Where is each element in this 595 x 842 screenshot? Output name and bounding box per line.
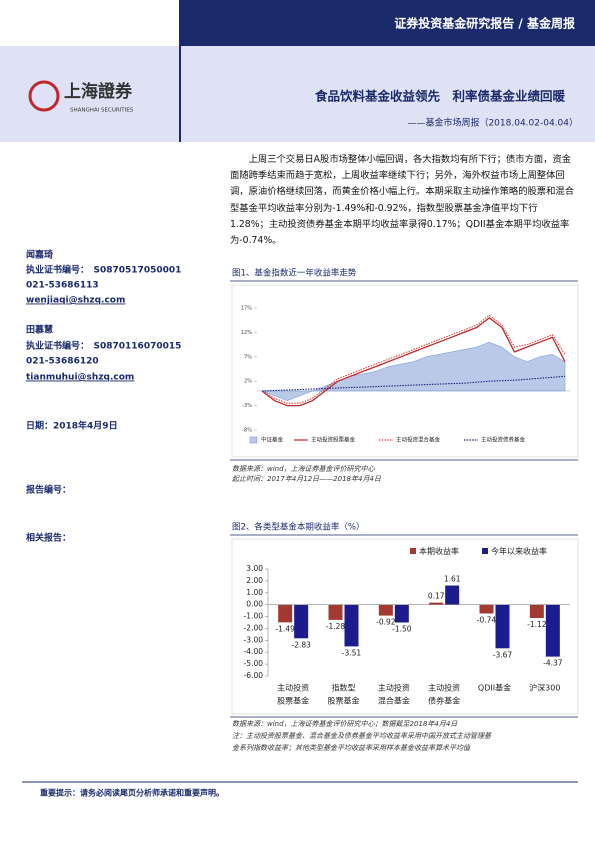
value-label: -3.67 bbox=[493, 650, 513, 659]
x-tick-label: 混合基金 bbox=[378, 696, 410, 706]
line bbox=[261, 316, 566, 407]
value-label: -1.12 bbox=[527, 620, 547, 629]
report-type: 证券投资基金研究报告 / 基金周报 bbox=[394, 16, 575, 31]
y-tick-label: -1.00 bbox=[244, 612, 264, 621]
x-tick-label: 主动投资 bbox=[378, 683, 410, 693]
logo-cn: 上海證券 bbox=[64, 81, 133, 102]
figure-frame bbox=[231, 538, 579, 715]
bar bbox=[328, 604, 343, 620]
x-tick-label: 股票基金 bbox=[328, 696, 360, 706]
source: 数据来源：wind，上海证券基金评价研究中心 bbox=[232, 465, 376, 473]
bar bbox=[344, 604, 359, 647]
legend-label: 主动投资混合基金 bbox=[396, 436, 441, 444]
value-label: -0.92 bbox=[376, 618, 396, 627]
logo-en: SHANGHAI SECURITIES bbox=[70, 108, 134, 114]
legend-label: 今年以来收益率 bbox=[491, 546, 547, 556]
y-tick-label: 3.00 bbox=[246, 564, 263, 573]
area bbox=[261, 341, 566, 401]
analyst-email[interactable]: tianmuhui@shzq.com bbox=[26, 373, 134, 383]
value-label: 0.17 bbox=[428, 592, 445, 601]
title: 食品饮料基金收益领先 利率债基金业绩回暖 bbox=[314, 89, 566, 104]
bar bbox=[479, 604, 494, 614]
y-tick-label: 7% bbox=[244, 354, 252, 360]
bar bbox=[495, 604, 510, 649]
y-tick-label: -2.00 bbox=[244, 623, 264, 632]
y-tick-label: -8% bbox=[242, 428, 252, 434]
analyst-phone: 021-53686113 bbox=[26, 281, 99, 291]
y-tick-label: -5.00 bbox=[244, 659, 264, 668]
value-label: -1.28 bbox=[326, 622, 346, 631]
value-label: -4.37 bbox=[543, 659, 563, 668]
figure-caption: 图1、基金指数近一年收益率走势 bbox=[232, 268, 357, 279]
analyst-phone: 021-53686120 bbox=[26, 357, 99, 367]
y-tick-label: 1.00 bbox=[246, 588, 263, 597]
bar bbox=[278, 604, 293, 623]
analyst-cert: 执业证书编号： S0870116070015 bbox=[26, 340, 181, 352]
y-tick-label: 12% bbox=[241, 330, 252, 336]
summary: 上周三个交易日A股市场整体小幅回调，各大指数均有所下行；债市方面，资金面随跨季结… bbox=[230, 154, 574, 247]
analyst-cert: 执业证书编号： S0870517050001 bbox=[26, 264, 181, 276]
legend-swatch bbox=[482, 548, 488, 554]
source: 数据来源：wind，上海证券基金评价研究中心；数据截至2018年4月4日 bbox=[232, 720, 458, 728]
value-label: 1.61 bbox=[444, 575, 461, 584]
title-band bbox=[0, 46, 595, 142]
bar bbox=[378, 604, 393, 616]
subtitle: ——基金市场周报（2018.04.02-04.04） bbox=[407, 117, 578, 129]
value-label: -1.50 bbox=[392, 625, 412, 634]
y-tick-label: 0.00 bbox=[246, 600, 263, 609]
legend-label: 本期收益率 bbox=[419, 546, 459, 556]
period: 起止时间：2017年4月12日——2018年4月4日 bbox=[232, 475, 382, 483]
header-bar bbox=[180, 0, 595, 46]
bar bbox=[545, 604, 560, 657]
legend-label: 中证基金 bbox=[261, 436, 284, 444]
legend-label: 主动投资债券基金 bbox=[481, 436, 526, 444]
x-tick-label: 主动投资 bbox=[277, 683, 309, 693]
related: 相关报告： bbox=[26, 532, 71, 544]
y-tick-label: -3.00 bbox=[244, 635, 264, 644]
y-tick-label: -6.00 bbox=[244, 671, 264, 680]
value-label: -3.51 bbox=[342, 648, 362, 657]
line bbox=[261, 314, 566, 404]
y-tick-label: -3% bbox=[242, 403, 252, 409]
note: 金系列指数收益率；其他类型基金平均收益率采用样本基金收益率算术平均值 bbox=[232, 744, 471, 752]
bar bbox=[445, 585, 460, 605]
x-tick-label: 沪深300 bbox=[529, 683, 560, 693]
x-tick-label: 债券基金 bbox=[428, 696, 460, 706]
legend-swatch bbox=[249, 436, 258, 444]
analyst-name: 闻嘉琦 bbox=[26, 249, 53, 261]
line bbox=[261, 375, 566, 392]
bar bbox=[394, 604, 409, 623]
analyst-name: 田慕慧 bbox=[26, 324, 53, 336]
legend-label: 主动投资股票基金 bbox=[311, 436, 356, 444]
date: 日期：2018年4月9日 bbox=[26, 420, 118, 432]
y-tick-label: 2% bbox=[244, 379, 252, 385]
y-tick-label: 17% bbox=[241, 306, 252, 312]
value-label: -0.74 bbox=[477, 615, 497, 624]
x-tick-label: 主动投资 bbox=[428, 683, 460, 693]
analyst-email[interactable]: wenjiaqi@shzq.com bbox=[26, 296, 125, 306]
bar bbox=[529, 604, 544, 618]
figure-frame bbox=[231, 284, 579, 458]
figure-caption: 图2、各类型基金本期收益率（%） bbox=[232, 522, 365, 533]
x-tick-label: QDII基金 bbox=[478, 683, 511, 693]
value-label: -2.83 bbox=[291, 640, 311, 649]
footer: 重要提示：请务必阅读尾页分析师承诺和重要声明。 bbox=[40, 788, 224, 798]
y-tick-label: 2.00 bbox=[246, 576, 263, 585]
x-tick-label: 股票基金 bbox=[277, 696, 309, 706]
bar bbox=[429, 602, 444, 605]
note: 注：主动投资股票基金、混合基金及债券基金平均收益率采用中国开放式主动管理基 bbox=[232, 732, 492, 740]
report-no: 报告编号： bbox=[26, 484, 71, 496]
x-tick-label: 指数型 bbox=[332, 683, 356, 693]
bar bbox=[294, 604, 309, 639]
value-label: -1.49 bbox=[275, 624, 295, 633]
legend-swatch bbox=[410, 548, 416, 554]
y-tick-label: -4.00 bbox=[244, 647, 264, 656]
logo-mark bbox=[28, 80, 60, 112]
